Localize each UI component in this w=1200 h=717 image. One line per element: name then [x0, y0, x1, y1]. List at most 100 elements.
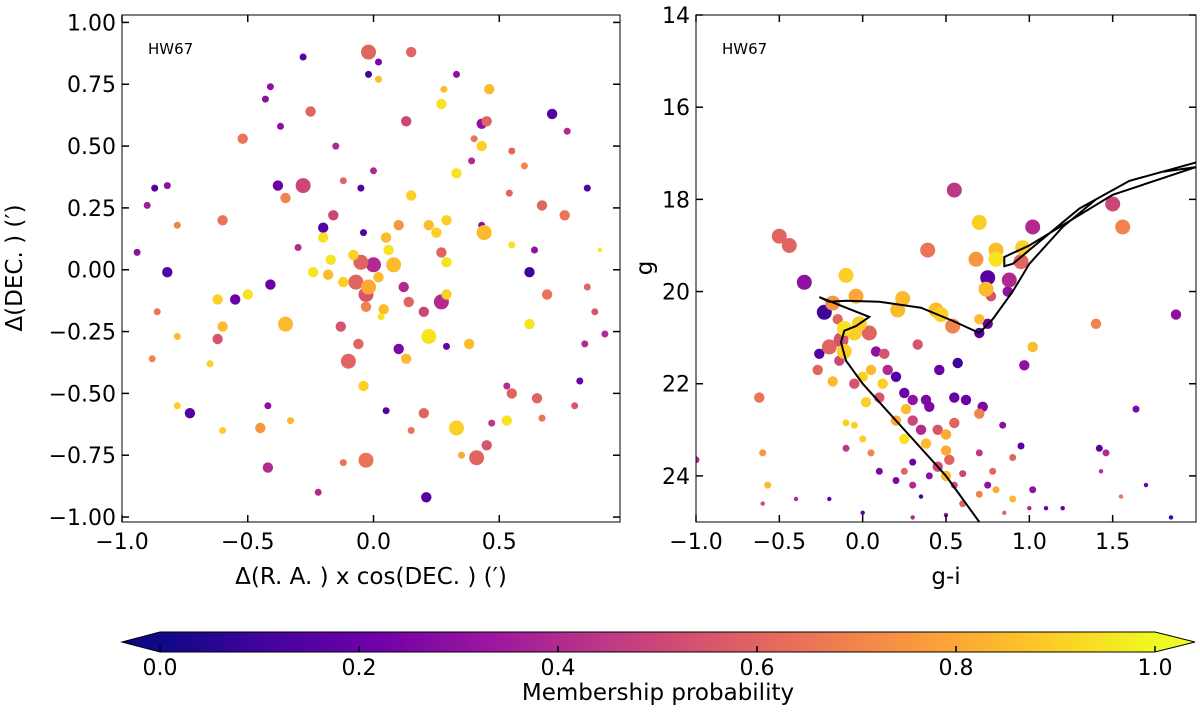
sky-map-star-point — [469, 450, 485, 466]
right-panel-cmd: −1.0 −0.5 0.0 0.5 1.0 1.5 14 16 18 20 22 24 HW67 g-… — [632, 4, 1197, 590]
sky-map-star-point — [488, 419, 496, 427]
sky-map-star-point — [449, 420, 464, 436]
sky-map-ytick-label: 1.00 — [67, 11, 116, 36]
colorbar-extend-high — [1155, 632, 1195, 652]
cmd-star-point — [960, 394, 972, 406]
sky-map-star-point — [148, 355, 156, 363]
cmd-star-point — [1132, 405, 1140, 413]
cmd-star-point — [1098, 469, 1104, 474]
cmd-star-point — [1029, 486, 1037, 494]
cmd-star-point — [909, 481, 917, 489]
sky-map-star-point — [264, 402, 272, 410]
sky-map-ytick-label: −1.00 — [49, 506, 116, 531]
sky-map-star-point — [287, 417, 294, 425]
cmd-star-point — [989, 467, 997, 475]
cmd-ytick-label: 14 — [662, 4, 690, 29]
sky-map-star-point — [508, 241, 516, 249]
cmd-star-point — [857, 371, 868, 382]
colorbar-tick-label: 0.2 — [342, 656, 377, 681]
cmd-star-point — [764, 481, 772, 489]
sky-map-ytick-label: 0.75 — [67, 73, 116, 98]
sky-map-star-point — [418, 408, 429, 419]
sky-map-star-point — [242, 289, 253, 300]
cmd-star-point — [934, 364, 945, 376]
sky-map-star-point — [382, 407, 390, 415]
cmd-star-point — [1002, 286, 1013, 297]
colorbar-extend-low — [122, 632, 160, 652]
cmd-xtick-label: −1.0 — [669, 530, 722, 555]
cmd-star-point — [860, 397, 872, 408]
sky-map-star-point — [173, 333, 181, 340]
sky-map-star-point — [295, 178, 311, 194]
cmd-star-point — [860, 510, 865, 515]
sky-map-star-point — [378, 304, 389, 315]
sky-map-star-point — [373, 272, 384, 283]
sky-map-star-point — [143, 201, 151, 209]
cmd-star-point — [920, 438, 932, 449]
sky-map-star-point — [421, 329, 437, 344]
cmd-star-point — [984, 481, 992, 489]
cmd-ytick-label: 16 — [662, 96, 690, 121]
sky-map-ticks: −1.0 −0.5 0.0 0.5 1.00 0.75 0.50 0.25 0.00 −0.25 −… — [49, 11, 620, 555]
cmd-star-point — [899, 387, 910, 399]
sky-map-star-point — [536, 200, 548, 211]
cmd-star-point — [949, 392, 960, 403]
sky-map-star-point — [314, 488, 322, 496]
cmd-star-point — [975, 490, 983, 498]
cmd-star-point — [1027, 341, 1038, 353]
cmd-points — [696, 182, 1182, 520]
cmd-star-point — [882, 364, 893, 376]
sky-map-star-point — [423, 220, 434, 231]
sky-map-star-point — [501, 415, 512, 426]
sky-map-star-point — [407, 427, 415, 434]
isochrone-line — [818, 161, 1196, 522]
cmd-star-point — [1001, 272, 1017, 288]
sky-map-star-point — [563, 127, 571, 135]
sky-map-star-point — [531, 246, 538, 254]
cmd-star-point — [827, 496, 832, 502]
sky-map-star-point — [212, 333, 223, 345]
sky-map-star-point — [571, 402, 579, 410]
sky-map-star-point — [237, 133, 248, 144]
sky-map-star-point — [340, 353, 356, 369]
cmd-star-point — [909, 458, 917, 466]
sky-map-star-point — [591, 308, 599, 316]
cmd-star-point — [1170, 309, 1182, 320]
cmd-star-point — [992, 486, 1000, 494]
cmd-star-point — [821, 339, 837, 355]
cmd-star-point — [814, 348, 825, 359]
sky-map-star-point — [163, 182, 171, 190]
cmd-star-point — [974, 408, 985, 419]
cmd-star-point — [1025, 219, 1041, 235]
sky-map-star-point — [559, 210, 570, 221]
cmd-star-point — [980, 270, 996, 286]
cmd-star-point — [1043, 506, 1049, 511]
cmd-star-point — [793, 496, 799, 502]
cmd-star-point — [850, 421, 858, 429]
cmd-star-point — [890, 371, 902, 382]
cmd-star-point — [895, 291, 911, 306]
sky-map-ytick-label: −0.75 — [49, 444, 116, 469]
sky-map-star-point — [576, 377, 584, 385]
cmd-star-point — [978, 281, 994, 297]
cmd-star-point — [827, 376, 838, 387]
cmd-star-point — [1017, 442, 1025, 450]
sky-map-star-point — [323, 269, 334, 280]
sky-map-star-point — [443, 342, 450, 350]
cmd-star-point — [836, 320, 852, 336]
sky-map-star-point — [403, 296, 414, 308]
cmd-star-point — [907, 394, 918, 406]
cmd-star-point — [812, 364, 823, 376]
sky-map-star-point — [386, 257, 402, 273]
cmd-star-point — [781, 238, 797, 253]
cmd-star-point — [900, 403, 912, 415]
cmd-xtick-label: 0.5 — [929, 530, 964, 555]
sky-map-star-point — [339, 459, 347, 467]
cmd-annotation: HW67 — [722, 40, 767, 58]
sky-map-star-point — [265, 279, 276, 290]
sky-map-star-point — [348, 249, 359, 261]
colorbar-gradient — [160, 632, 1155, 652]
sky-map-star-point — [476, 140, 487, 152]
colorbar-ticks: 0.0 0.2 0.4 0.6 0.8 1.0 — [143, 646, 1173, 681]
